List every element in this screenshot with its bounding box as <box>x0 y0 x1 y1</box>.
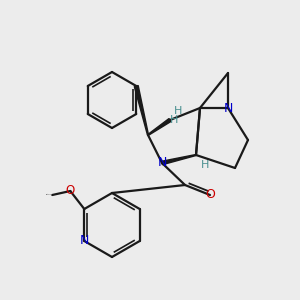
Text: H: H <box>170 115 178 125</box>
Polygon shape <box>134 85 148 135</box>
Text: methoxy: methoxy <box>46 194 52 195</box>
Text: N: N <box>157 157 167 169</box>
Text: N: N <box>223 101 233 115</box>
Text: O: O <box>205 188 215 202</box>
Text: H: H <box>174 106 182 116</box>
Polygon shape <box>148 118 171 135</box>
Text: O: O <box>66 184 75 197</box>
Polygon shape <box>162 154 196 165</box>
Text: H: H <box>201 160 209 170</box>
Text: N: N <box>80 235 89 248</box>
